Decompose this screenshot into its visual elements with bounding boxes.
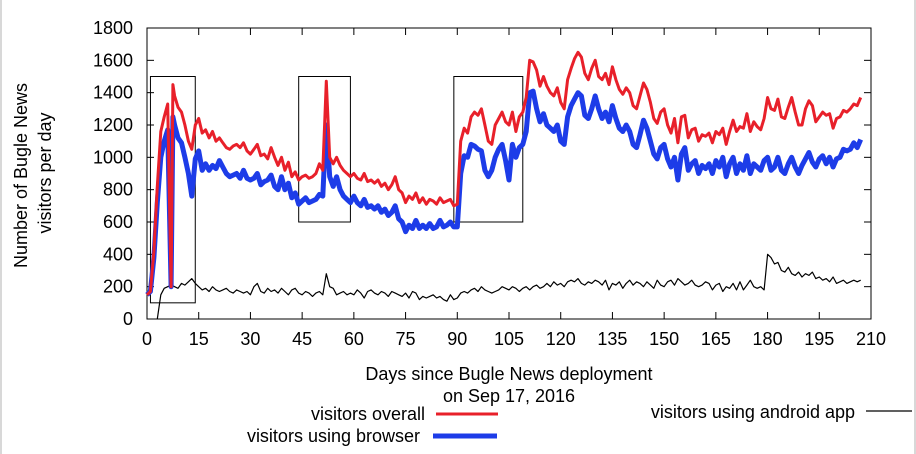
- legend-label-visitors-using-android-app: visitors using android app: [651, 402, 855, 422]
- x-tick-label-75: 75: [396, 329, 416, 349]
- x-tick-label-45: 45: [292, 329, 312, 349]
- x-tick-label-90: 90: [447, 329, 467, 349]
- x-axis-title-line2: on Sep 17, 2016: [443, 386, 575, 406]
- y-tick-label-1400: 1400: [93, 83, 133, 103]
- x-axis-title: Days since Bugle News deployment: [365, 364, 652, 384]
- y-tick-label-1200: 1200: [93, 115, 133, 135]
- y-tick-label-1800: 1800: [93, 18, 133, 38]
- series-line-visitors-using-browser: [145, 88, 863, 297]
- x-tick-label-0: 0: [142, 329, 152, 349]
- y-axis-title: Number of Bugle News visitors per day: [11, 78, 55, 268]
- x-tick-label-120: 120: [546, 329, 576, 349]
- axis-ticks: 0 15 30 45 60 75 90 105 120 135 150 165 180 195 210 0 20…: [93, 18, 886, 349]
- x-tick-label-195: 195: [804, 329, 834, 349]
- highlight-box-2: [298, 76, 351, 223]
- y-tick-label-200: 200: [103, 277, 133, 297]
- highlight-boxes: [149, 76, 524, 304]
- series-lines: [145, 50, 863, 320]
- y-tick-label-1600: 1600: [93, 50, 133, 70]
- legend: visitors overall visitors using browser …: [247, 402, 912, 446]
- x-tick-label-165: 165: [701, 329, 731, 349]
- series-line-visitors-overall: [145, 50, 863, 296]
- right-window-edge: [914, 0, 916, 454]
- y-tick-label-600: 600: [103, 212, 133, 232]
- y-tick-label-0: 0: [123, 309, 133, 329]
- y-axis-title-line2: visitors per day: [35, 112, 55, 233]
- y-tick-label-1000: 1000: [93, 147, 133, 167]
- x-tick-label-105: 105: [494, 329, 524, 349]
- x-tick-label-15: 15: [189, 329, 209, 349]
- x-tick-label-150: 150: [649, 329, 679, 349]
- left-window-edge: [0, 0, 2, 454]
- x-tick-label-135: 135: [597, 329, 627, 349]
- x-tick-label-210: 210: [856, 329, 886, 349]
- highlight-box-3: [453, 76, 524, 223]
- series-line-visitors-using-android-app: [156, 253, 861, 320]
- y-axis-title-line1: Number of Bugle News: [11, 83, 31, 268]
- y-tick-label-800: 800: [103, 180, 133, 200]
- y-tick-label-400: 400: [103, 244, 133, 264]
- legend-label-visitors-using-browser: visitors using browser: [247, 426, 420, 446]
- legend-label-visitors-overall: visitors overall: [311, 404, 425, 424]
- x-tick-label-60: 60: [344, 329, 364, 349]
- x-tick-label-180: 180: [753, 329, 783, 349]
- x-tick-label-30: 30: [240, 329, 260, 349]
